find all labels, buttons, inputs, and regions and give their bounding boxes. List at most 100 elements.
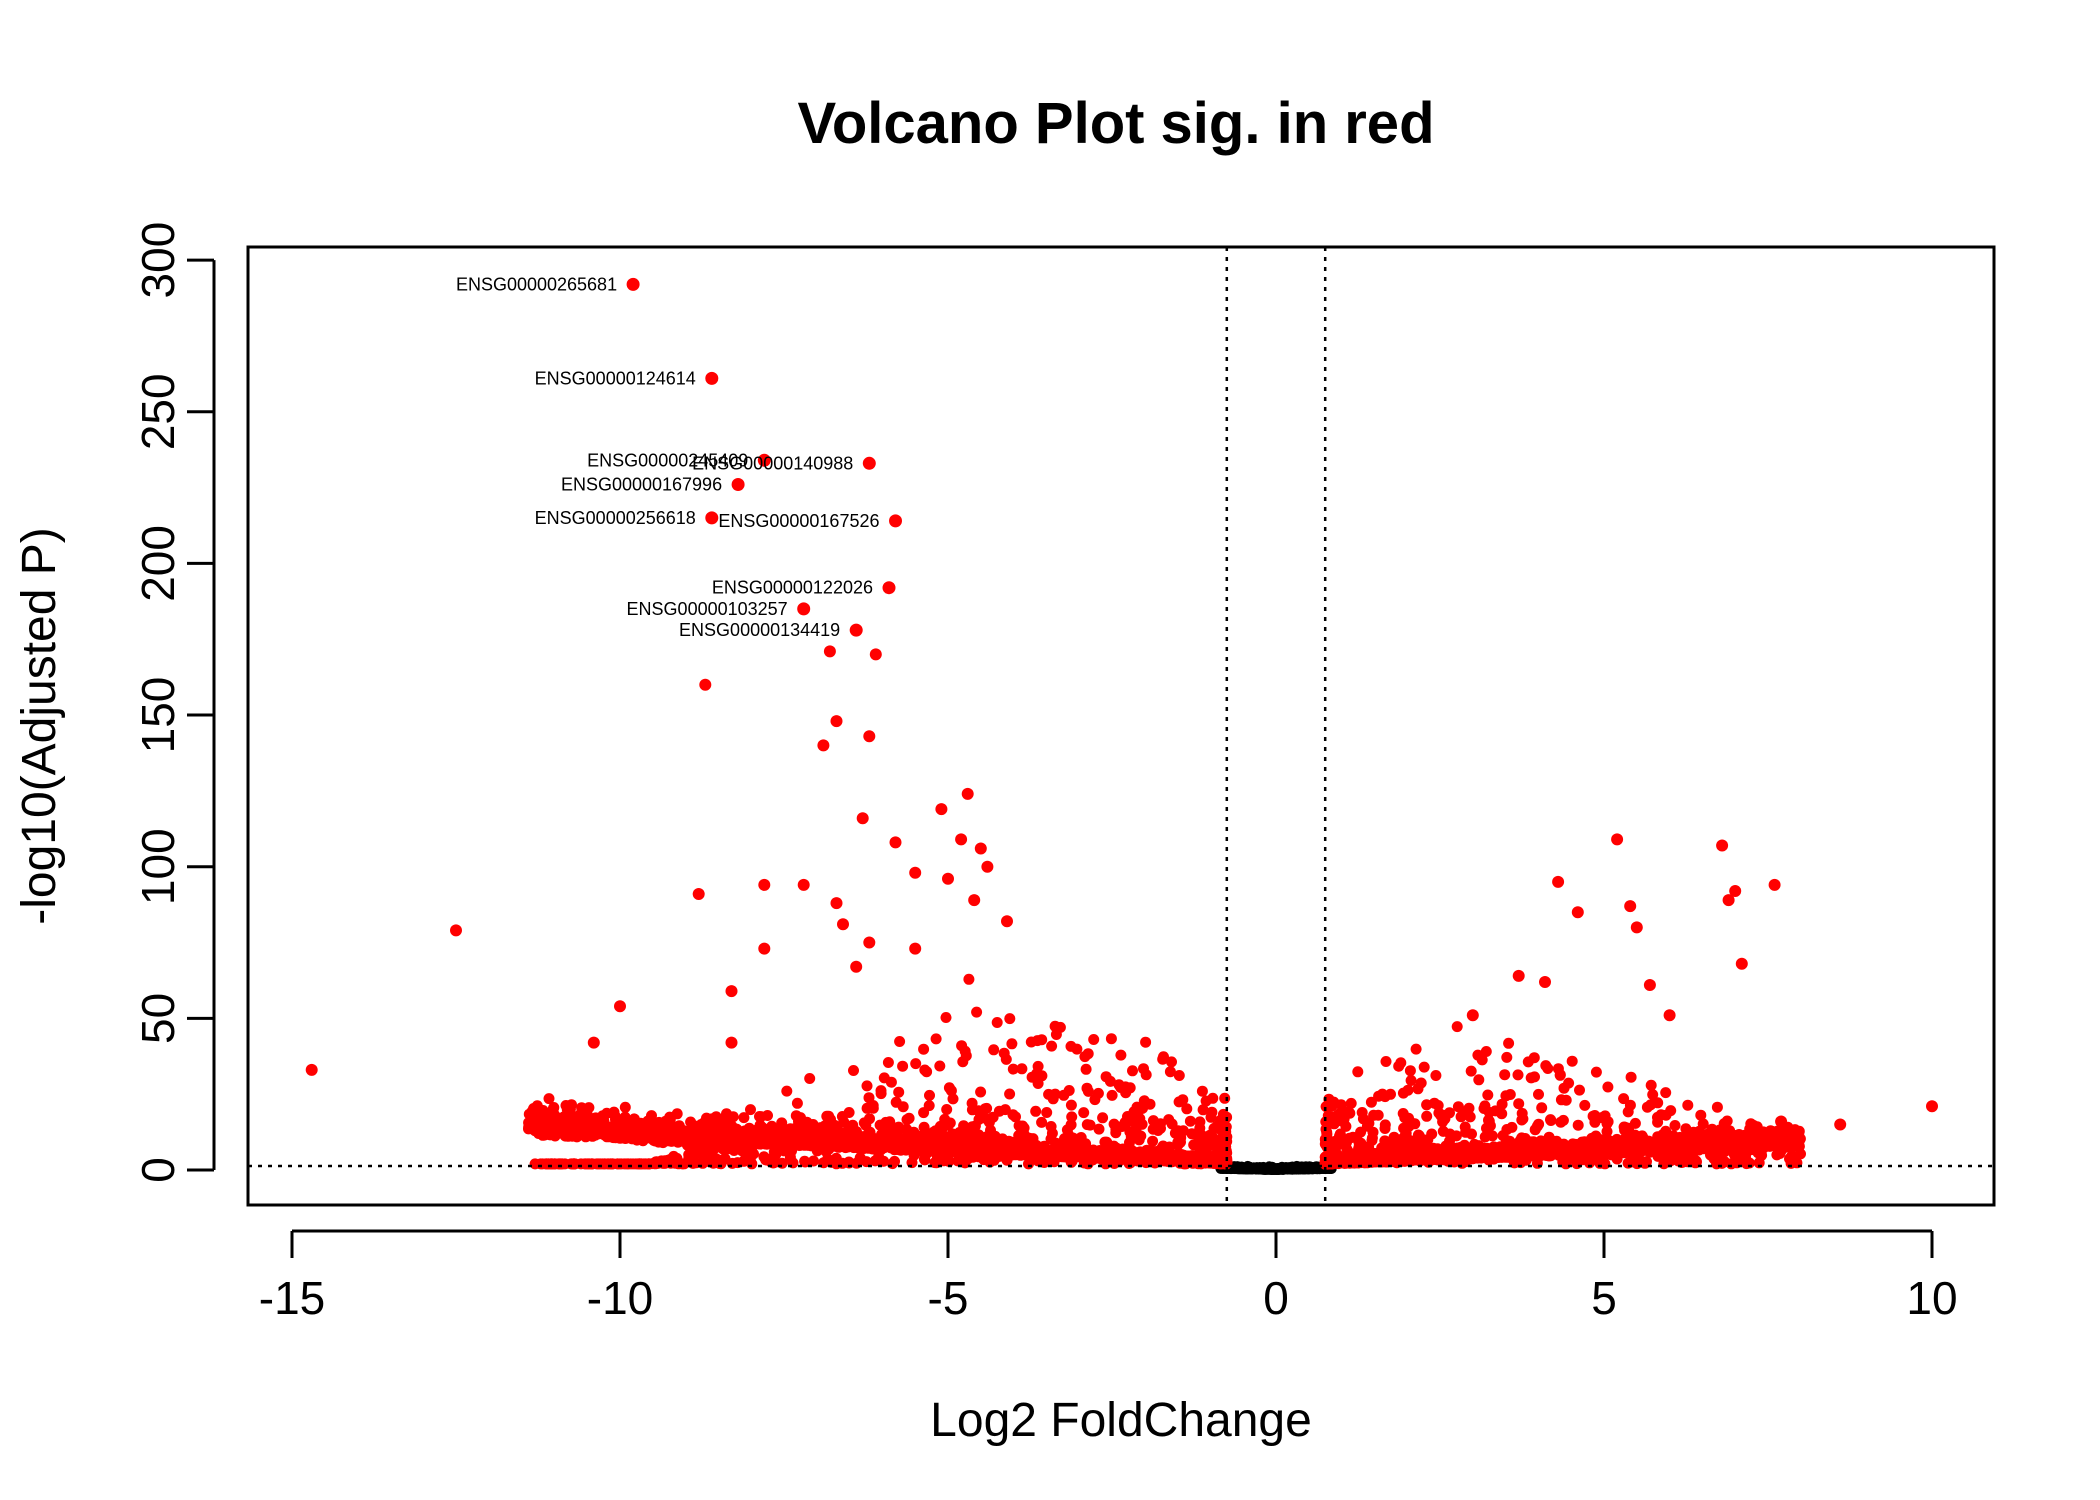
sig-point	[1036, 1116, 1048, 1128]
sig-point	[854, 1139, 865, 1151]
sig-point	[1528, 1052, 1540, 1064]
sig-point	[887, 1131, 899, 1143]
sig-point	[1106, 1089, 1118, 1101]
sig-point	[1007, 1063, 1019, 1075]
sig-point	[1641, 1101, 1653, 1113]
sig-point	[1115, 1049, 1127, 1061]
sig-point	[1164, 1066, 1176, 1078]
sig-point	[545, 1108, 556, 1120]
sig-point	[628, 1131, 640, 1143]
sig-point	[989, 1130, 1001, 1142]
sig-point	[976, 1142, 988, 1154]
sig-point	[1476, 1054, 1488, 1066]
sig-point	[1110, 1127, 1122, 1139]
sig-point	[799, 1155, 811, 1167]
sig-point	[1480, 1046, 1492, 1057]
sig-point	[854, 1152, 866, 1164]
sig-point	[781, 1085, 793, 1097]
sig-point	[1489, 1105, 1501, 1117]
sig-point	[834, 1127, 845, 1139]
sig-point	[952, 1155, 964, 1167]
sig-point	[983, 1116, 995, 1128]
sig-point	[950, 1142, 961, 1154]
sig-point	[1618, 1121, 1630, 1133]
sig-point	[582, 1158, 594, 1170]
sig-point	[878, 1072, 890, 1084]
sig-point	[756, 1122, 767, 1134]
sig-point	[1175, 1136, 1186, 1148]
sig-point	[1138, 1063, 1149, 1075]
sig-point	[1473, 1074, 1485, 1086]
sig-point	[843, 1156, 855, 1168]
sig-point	[939, 1141, 951, 1153]
sig-point	[1092, 1087, 1104, 1099]
sig-point	[762, 1110, 773, 1121]
sig-point	[903, 1112, 915, 1124]
sig-point	[946, 1128, 958, 1140]
sig-point	[1064, 1151, 1076, 1163]
sig-point	[1101, 1136, 1112, 1148]
sig-point	[882, 1057, 894, 1068]
sig-point	[1566, 1055, 1578, 1067]
sig-point	[695, 1119, 707, 1130]
sig-point	[1026, 1071, 1038, 1083]
sig-point	[1372, 1109, 1384, 1121]
sig-point	[1184, 1115, 1196, 1127]
sig-point	[934, 1060, 946, 1072]
sig-point	[1004, 1088, 1016, 1100]
data-points	[305, 277, 1938, 1175]
sig-point	[1108, 1118, 1120, 1130]
sig-point	[1497, 1130, 1509, 1142]
sig-point	[754, 1133, 766, 1145]
sig-point	[993, 1105, 1005, 1117]
sig-point	[869, 1155, 881, 1167]
sig-point	[570, 1121, 582, 1133]
sig-point	[528, 1116, 540, 1128]
sig-point	[1093, 1123, 1105, 1135]
sig-point	[894, 1036, 906, 1047]
sig-point	[863, 1092, 875, 1104]
sig-point	[847, 1128, 859, 1140]
sig-point	[1166, 1056, 1177, 1068]
sig-point	[957, 1056, 969, 1068]
sig-point	[963, 973, 975, 985]
sig-point	[1121, 1117, 1133, 1129]
sig-point	[941, 1104, 953, 1115]
sig-point	[1059, 1133, 1070, 1145]
sig-point	[1081, 1082, 1093, 1094]
sig-point	[1003, 1144, 1014, 1156]
sig-point	[1042, 1147, 1053, 1159]
sig-point	[564, 1103, 576, 1115]
sig-point	[646, 1129, 658, 1141]
sig-point	[709, 1142, 721, 1154]
sig-point	[575, 1108, 586, 1120]
sig-point	[1512, 1069, 1524, 1081]
sig-point	[534, 1124, 545, 1136]
sig-point	[833, 1141, 845, 1153]
sig-point	[823, 1110, 835, 1122]
sig-point	[1533, 1088, 1544, 1100]
sig-point	[1082, 1048, 1094, 1060]
sig-point	[1536, 1102, 1548, 1114]
sig-point	[772, 1125, 784, 1137]
sig-point	[942, 1119, 954, 1131]
sig-point	[988, 1044, 1000, 1056]
sig-point	[720, 1142, 732, 1154]
sig-point	[1157, 1153, 1169, 1165]
sig-point	[1210, 1137, 1222, 1149]
sig-point	[637, 1135, 649, 1147]
sig-point	[1137, 1102, 1148, 1114]
sig-point	[1545, 1115, 1557, 1126]
sig-point	[843, 1140, 855, 1152]
sig-point	[545, 1158, 557, 1170]
sig-point	[1134, 1113, 1146, 1125]
sig-point	[714, 1158, 726, 1169]
sig-point	[1363, 1117, 1375, 1129]
sig-point	[1030, 1105, 1042, 1117]
sig-point	[1117, 1143, 1129, 1155]
sig-point	[848, 1065, 859, 1076]
sig-point	[1000, 1053, 1012, 1065]
sig-point	[1380, 1056, 1392, 1067]
sig-point	[1625, 1071, 1637, 1083]
sig-point	[568, 1158, 580, 1170]
